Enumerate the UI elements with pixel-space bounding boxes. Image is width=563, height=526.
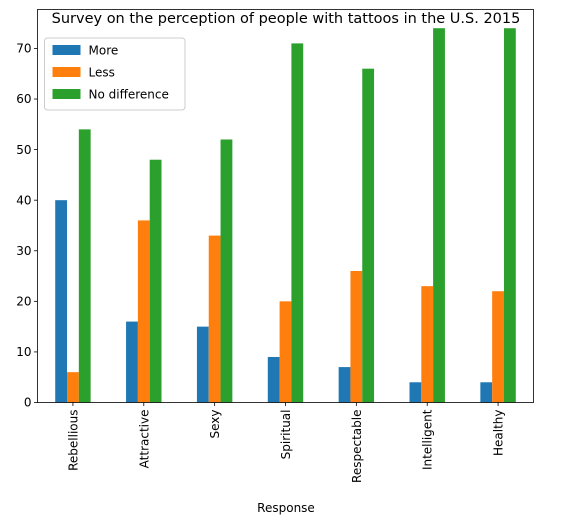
bar-more-sexy [196,326,209,403]
legend-label-no-difference: No difference [89,88,169,102]
y-tick-label: 50 [16,143,31,157]
x-tick-label-spiritual: Spiritual [279,410,293,460]
bar-more-spiritual [267,356,280,403]
bar-more-attractive [126,321,138,403]
bar-less-sexy [208,235,221,403]
bar-no-difference-intelligent [433,28,445,403]
x-tick-label-respectable: Respectable [350,410,364,483]
legend-swatch-more [52,45,81,55]
x-tick-label-rebellious: Rebellious [66,410,80,471]
y-tick-label: 10 [16,345,31,359]
x-tick-label-intelligent: Intelligent [421,409,435,470]
legend: More Less No difference [44,37,186,111]
x-tick-label-sexy: Sexy [208,410,222,439]
y-tick-label: 70 [16,42,31,56]
bar-more-healthy [480,382,493,403]
y-tick-label: 40 [16,193,31,207]
legend-label-more: More [89,44,119,58]
bar-no-difference-spiritual [291,43,304,403]
bar-more-intelligent [409,382,422,403]
y-tick-label: 0 [24,396,32,410]
bar-less-intelligent [421,286,434,403]
bar-more-rebellious [55,200,68,403]
axes-group: 0 10 20 30 40 50 60 70 Rebellious Attractive Sexy S… [16,9,534,483]
bar-no-difference-rebellious [78,129,91,403]
bar-no-difference-attractive [149,159,162,403]
chart-title: Survey on the perception of people with … [52,11,521,27]
bar-more-respectable [338,367,351,403]
bar-no-difference-sexy [220,139,233,403]
x-axis-label: Response [257,501,315,515]
bar-no-difference-healthy [503,28,516,403]
x-tick-label-attractive: Attractive [137,410,151,469]
bar-less-spiritual [279,301,292,403]
bar-less-attractive [137,220,150,403]
legend-label-less: Less [89,66,115,80]
y-tick-label: 60 [16,92,31,106]
y-tick-label: 30 [16,244,31,258]
bar-less-respectable [350,270,363,403]
bar-no-difference-respectable [362,68,375,403]
legend-swatch-no-difference [52,89,81,99]
legend-swatch-less [52,67,81,77]
bars-group [55,28,516,403]
bar-less-rebellious [67,372,79,403]
y-tick-label: 20 [16,295,31,309]
bar-less-healthy [492,291,504,403]
x-tick-label-healthy: Healthy [492,409,506,456]
